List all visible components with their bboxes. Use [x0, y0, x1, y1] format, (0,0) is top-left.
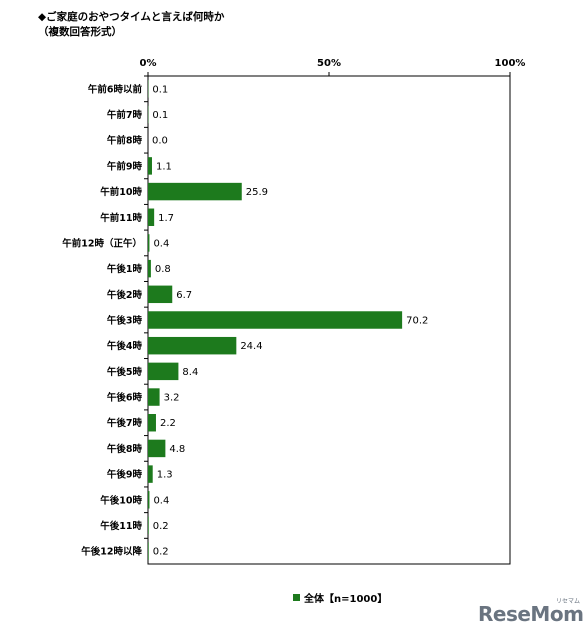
- data-label: 2.2: [160, 418, 176, 429]
- watermark-logo-sub: リセマム: [556, 598, 581, 605]
- legend: 全体【n=1000】: [293, 590, 387, 605]
- bar: [148, 542, 149, 560]
- legend-label: 全体【n=1000】: [304, 594, 388, 605]
- bar: [148, 234, 150, 252]
- data-label: 3.2: [164, 393, 180, 404]
- data-label: 0.2: [153, 547, 169, 558]
- category-label: 午後5時: [107, 366, 143, 378]
- bar: [148, 157, 152, 175]
- data-label: 8.4: [182, 367, 198, 378]
- category-label: 午前11時: [100, 212, 142, 224]
- category-label: 午前7時: [107, 109, 143, 121]
- data-label: 1.1: [156, 161, 172, 172]
- data-label: 1.3: [157, 470, 173, 481]
- bar: [148, 516, 149, 535]
- data-label: 0.2: [153, 521, 169, 532]
- category-label: 午後3時: [107, 315, 143, 327]
- bar: [148, 285, 173, 304]
- data-label: 1.7: [158, 213, 174, 224]
- data-label: 70.2: [406, 316, 428, 327]
- data-label: 0.0: [152, 136, 168, 147]
- data-label: 25.9: [246, 187, 268, 198]
- bar: [148, 208, 155, 226]
- category-label: 午後4時: [107, 340, 143, 352]
- data-label: 0.1: [152, 110, 168, 121]
- x-tick-label: 100%: [495, 58, 526, 69]
- bar: [148, 491, 150, 509]
- category-label: 午前9時: [107, 160, 143, 172]
- chart-title: ◆ご家庭のおやつタイムと言えば何時か: [38, 11, 225, 23]
- category-label: 午後9時: [107, 469, 143, 481]
- category-label: 午後11時: [100, 520, 142, 532]
- data-label: 6.7: [176, 290, 192, 301]
- bar: [148, 311, 403, 329]
- bar: [148, 336, 237, 355]
- data-label: 0.4: [153, 238, 169, 249]
- watermark-logo: ReseMom: [478, 602, 584, 626]
- category-label: 午後2時: [107, 289, 143, 301]
- category-label: 午前8時: [107, 135, 143, 147]
- bar: [148, 439, 166, 458]
- data-label: 24.4: [240, 341, 262, 352]
- bar: [148, 362, 179, 381]
- category-label: 午後12時以降: [81, 546, 142, 558]
- data-label: 4.8: [169, 444, 185, 455]
- x-tick-label: 50%: [317, 58, 341, 69]
- bar: [148, 388, 160, 406]
- category-label: 午後6時: [107, 392, 143, 404]
- x-tick-label: 0%: [140, 58, 157, 69]
- category-label: 午前6時以前: [88, 83, 143, 95]
- legend-swatch: [293, 594, 300, 601]
- data-label: 0.4: [153, 495, 169, 506]
- bar: [148, 465, 153, 483]
- data-label: 0.1: [152, 84, 168, 95]
- category-label: 午前10時: [100, 186, 142, 198]
- bar: [148, 414, 156, 432]
- category-label: 午後10時: [100, 494, 142, 506]
- chart-subtitle: （複数回答形式）: [38, 26, 122, 38]
- bar: [148, 182, 242, 201]
- category-label: 午後7時: [107, 417, 143, 429]
- category-label: 午後1時: [107, 263, 143, 275]
- bar: [148, 259, 151, 278]
- data-label: 0.8: [155, 264, 171, 275]
- category-label: 午後8時: [107, 443, 143, 455]
- category-label: 午前12時（正午）: [62, 237, 142, 249]
